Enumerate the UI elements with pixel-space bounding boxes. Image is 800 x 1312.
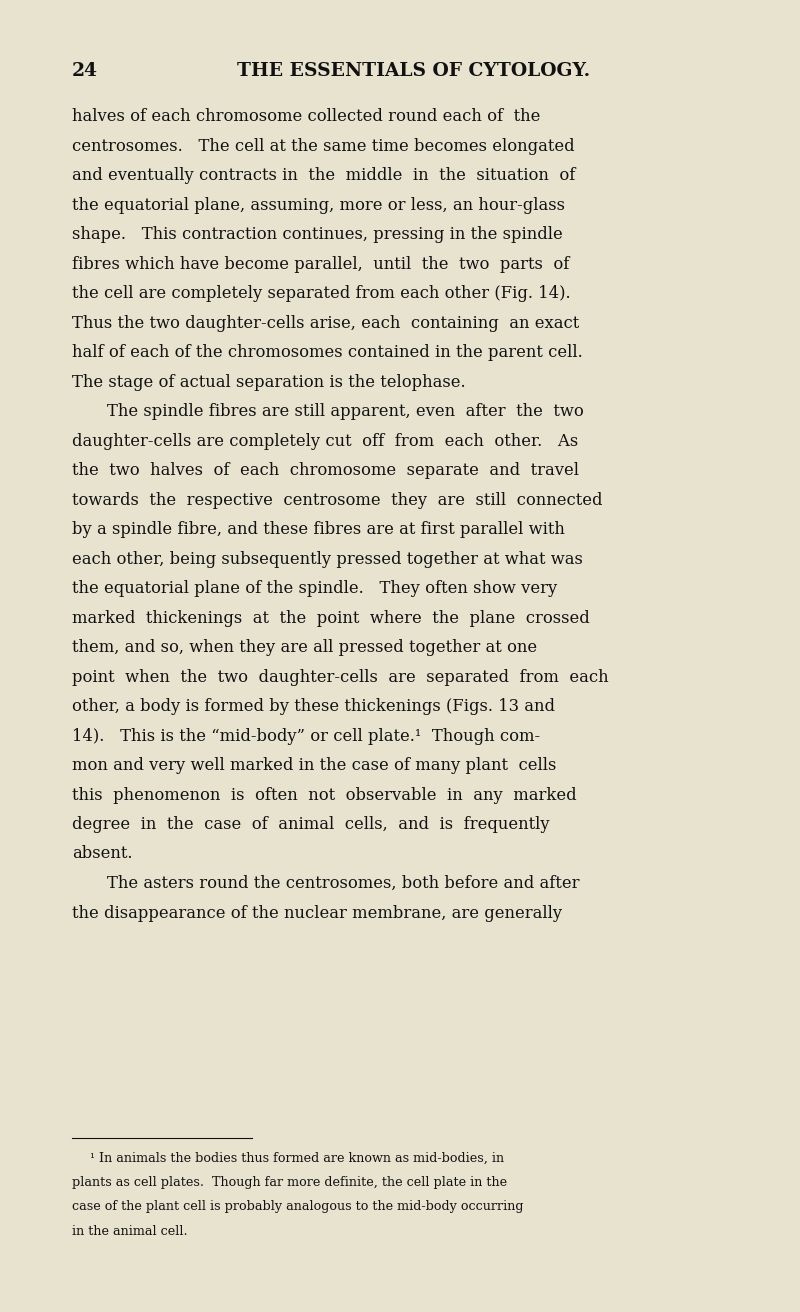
Text: mon and very well marked in the case of many plant  cells: mon and very well marked in the case of … [72, 757, 556, 774]
Text: daughter-cells are completely cut  off  from  each  other.   As: daughter-cells are completely cut off fr… [72, 433, 578, 450]
Text: 14).   This is the “mid-body” or cell plate.¹  Though com-: 14). This is the “mid-body” or cell plat… [72, 727, 540, 744]
Text: halves of each chromosome collected round each of  the: halves of each chromosome collected roun… [72, 108, 540, 125]
Text: and eventually contracts in  the  middle  in  the  situation  of: and eventually contracts in the middle i… [72, 167, 575, 184]
Text: towards  the  respective  centrosome  they  are  still  connected: towards the respective centrosome they a… [72, 492, 602, 509]
Text: each other, being subsequently pressed together at what was: each other, being subsequently pressed t… [72, 551, 583, 568]
Text: shape.   This contraction continues, pressing in the spindle: shape. This contraction continues, press… [72, 226, 562, 243]
Text: degree  in  the  case  of  animal  cells,  and  is  frequently: degree in the case of animal cells, and … [72, 816, 550, 833]
Text: in the animal cell.: in the animal cell. [72, 1224, 188, 1237]
Text: other, a body is formed by these thickenings (Figs. 13 and: other, a body is formed by these thicken… [72, 698, 555, 715]
Text: centrosomes.   The cell at the same time becomes elongated: centrosomes. The cell at the same time b… [72, 138, 574, 155]
Text: ¹ In animals the bodies thus formed are known as mid-bodies, in: ¹ In animals the bodies thus formed are … [90, 1152, 504, 1165]
Text: The spindle fibres are still apparent, even  after  the  two: The spindle fibres are still apparent, e… [107, 403, 584, 420]
Text: Thus the two daughter-cells arise, each  containing  an exact: Thus the two daughter-cells arise, each … [72, 315, 579, 332]
Text: marked  thickenings  at  the  point  where  the  plane  crossed: marked thickenings at the point where th… [72, 610, 590, 627]
Text: by a spindle fibre, and these fibres are at first parallel with: by a spindle fibre, and these fibres are… [72, 521, 565, 538]
Text: absent.: absent. [72, 845, 133, 862]
Text: this  phenomenon  is  often  not  observable  in  any  marked: this phenomenon is often not observable … [72, 786, 577, 803]
Text: the equatorial plane of the spindle.   They often show very: the equatorial plane of the spindle. The… [72, 580, 558, 597]
Text: fibres which have become parallel,  until  the  two  parts  of: fibres which have become parallel, until… [72, 256, 570, 273]
Text: THE ESSENTIALS OF CYTOLOGY.: THE ESSENTIALS OF CYTOLOGY. [237, 62, 590, 80]
Text: point  when  the  two  daughter-cells  are  separated  from  each: point when the two daughter-cells are se… [72, 669, 609, 685]
Text: plants as cell plates.  Though far more definite, the cell plate in the: plants as cell plates. Though far more d… [72, 1176, 507, 1189]
Text: half of each of the chromosomes contained in the parent cell.: half of each of the chromosomes containe… [72, 344, 582, 361]
Text: them, and so, when they are all pressed together at one: them, and so, when they are all pressed … [72, 639, 537, 656]
Text: the  two  halves  of  each  chromosome  separate  and  travel: the two halves of each chromosome separa… [72, 462, 579, 479]
Text: The asters round the centrosomes, both before and after: The asters round the centrosomes, both b… [107, 875, 579, 892]
Text: case of the plant cell is probably analogous to the mid-body occurring: case of the plant cell is probably analo… [72, 1200, 523, 1214]
Text: 24: 24 [72, 62, 98, 80]
Text: the cell are completely separated from each other (Fig. 14).: the cell are completely separated from e… [72, 285, 570, 302]
Text: The stage of actual separation is the telophase.: The stage of actual separation is the te… [72, 374, 466, 391]
Text: the equatorial plane, assuming, more or less, an hour-glass: the equatorial plane, assuming, more or … [72, 197, 565, 214]
Text: the disappearance of the nuclear membrane, are generally: the disappearance of the nuclear membran… [72, 904, 562, 921]
